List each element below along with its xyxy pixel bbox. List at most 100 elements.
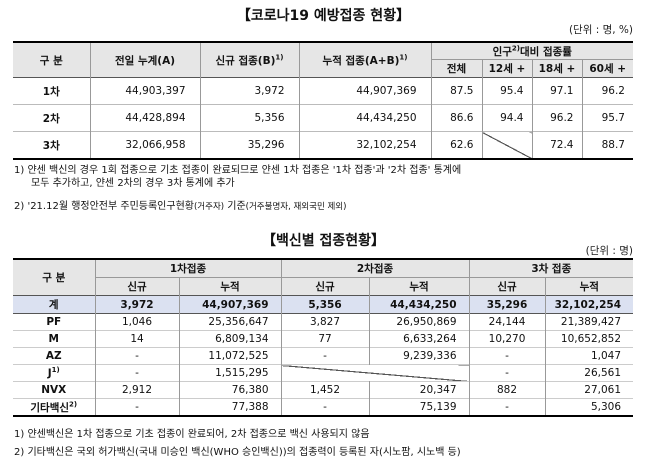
cell-d2-cum: 44,434,250 [368, 295, 470, 314]
cell-d1-cum: 76,380 [178, 381, 282, 399]
header-new: 신규 [468, 277, 546, 296]
cell-d1-cum: 25,356,647 [178, 313, 282, 331]
cell-d2-cum: 6,633,264 [368, 330, 470, 348]
header-dose2: 2차접종 [280, 259, 470, 278]
cell-d1-cum: 44,907,369 [178, 295, 282, 314]
cell-d2-new: - [280, 347, 370, 365]
cell-a12: 95.4 [481, 77, 532, 105]
table-row: AZ - 11,072,525 - 9,239,336 - 1,047 [13, 347, 634, 365]
header-age60: 60세 + [581, 59, 633, 78]
cell-d1-cum: 77,388 [178, 398, 282, 416]
section2-note-2: 2) 기타백신은 국외 허가백신(국내 미승인 백신(WHO 승인백신))의 접… [14, 447, 461, 458]
cell-d1-new: 2,912 [94, 381, 179, 399]
section1-unit: (단위 : 명, %) [568, 24, 633, 36]
cell-total: 87.5 [430, 77, 482, 105]
cell-prev: 44,903,397 [89, 77, 200, 105]
cell-d1-cum: 1,515,295 [178, 364, 282, 382]
table-row: 3차 32,066,958 35,296 32,102,254 62.6 72.… [13, 131, 633, 159]
section1-note-2: 2) '21.12월 행정안전부 주민등록인구현황(거주자) 기준(거주불명자,… [14, 201, 347, 212]
header-category: 구 분 [13, 259, 95, 296]
row-label: 3차 [42, 139, 60, 152]
section2-title: 【백신별 접종현황】 [261, 233, 386, 249]
cell-prev: 44,428,894 [89, 104, 200, 132]
cell-new: 35,296 [199, 131, 299, 159]
cell-a12: 94.4 [481, 104, 532, 132]
table-row: 기타백신2) - 77,388 - 75,139 - 5,306 [13, 398, 634, 416]
cell-d3-new: 882 [468, 381, 546, 399]
row-label: 계 [13, 295, 95, 314]
cell-a18: 97.1 [531, 77, 582, 105]
cell-total: 62.6 [430, 131, 482, 159]
header-dose3: 3차 접종 [468, 259, 634, 278]
row-label: NVX [41, 384, 67, 396]
header-cum: 누적 [178, 277, 282, 296]
table-row: 2차 44,428,894 5,356 44,434,250 86.6 94.4… [13, 104, 633, 132]
cell-d2-new: - [280, 398, 370, 416]
table-row: NVX 2,912 76,380 1,452 20,347 882 27,061 [13, 381, 634, 399]
cell-cum: 32,102,254 [298, 131, 431, 159]
cell-d1-cum: 11,072,525 [178, 347, 282, 365]
cell-a60: 95.7 [581, 104, 633, 132]
cell-d3-cum: 21,389,427 [544, 313, 634, 331]
header-new: 신규 [280, 277, 370, 296]
cell-d2-cum: 26,950,869 [368, 313, 470, 331]
cell-d3-cum: 32,102,254 [544, 295, 634, 314]
cell-d2-cum: 9,239,336 [368, 347, 470, 365]
header-new: 신규 접종(B)1) [199, 42, 299, 78]
row-label: J1) [47, 366, 60, 380]
section1-note-1: 1) 얀센 백신의 경우 1회 접종으로 기초 접종이 완료되므로 얀센 1차 … [14, 165, 462, 189]
row-label: AZ [45, 350, 62, 362]
vaccine-type-table: 구 분 1차접종 2차접종 3차 접종 신규 누적 신규 누적 신규 누적 계 … [13, 258, 634, 417]
table-row: J1) - 1,515,295 - 26,561 [13, 364, 634, 382]
cell-d3-new: 35,296 [468, 295, 546, 314]
header-cum: 누적 접종(A+B)1) [298, 42, 431, 78]
cell-cum: 44,434,250 [298, 104, 431, 132]
cell-d3-cum: 5,306 [544, 398, 634, 416]
cell-total: 86.6 [430, 104, 482, 132]
cell-d2-new: 5,356 [280, 295, 370, 314]
total-row: 계 3,972 44,907,369 5,356 44,434,250 35,2… [13, 295, 634, 314]
header-prev-cum: 전일 누계(A) [89, 42, 200, 78]
cell-d3-cum: 1,047 [544, 347, 634, 365]
header-category: 구 분 [13, 42, 90, 78]
row-label: M [48, 333, 59, 345]
cell-d2-empty-diagonal [280, 364, 470, 382]
cell-d2-new: 1,452 [280, 381, 370, 399]
vaccination-status-table: 구 분 전일 누계(A) 신규 접종(B)1) 누적 접종(A+B)1) 인구2… [13, 41, 633, 160]
cell-d1-new: - [94, 347, 179, 365]
cell-a12-empty-diagonal [481, 131, 532, 159]
cell-new: 5,356 [199, 104, 299, 132]
row-label: 1차 [42, 85, 60, 98]
section2-note-1: 1) 얀센백신은 1차 접종으로 기초 접종이 완료되어, 2차 접종으로 백신… [14, 429, 370, 440]
cell-d1-new: - [94, 364, 179, 382]
table-row: M 14 6,809,134 77 6,633,264 10,270 10,65… [13, 330, 634, 348]
cell-a18: 96.2 [531, 104, 582, 132]
cell-d1-cum: 6,809,134 [178, 330, 282, 348]
cell-d1-new: 14 [94, 330, 179, 348]
cell-d2-new: 3,827 [280, 313, 370, 331]
header-new: 신규 [94, 277, 179, 296]
cell-d2-cum: 75,139 [368, 398, 470, 416]
header-ratio-group: 인구2)대비 접종률 [430, 42, 633, 60]
header-age12: 12세 + [481, 59, 532, 78]
header-cum: 누적 [368, 277, 470, 296]
cell-d3-cum: 27,061 [544, 381, 634, 399]
cell-new: 3,972 [199, 77, 299, 105]
table-row: PF 1,046 25,356,647 3,827 26,950,869 24,… [13, 313, 634, 331]
header-age18: 18세 + [531, 59, 582, 78]
cell-d3-new: 24,144 [468, 313, 546, 331]
cell-d3-new: 10,270 [468, 330, 546, 348]
cell-d3-cum: 10,652,852 [544, 330, 634, 348]
header-total: 전체 [430, 59, 482, 78]
cell-d2-cum: 20,347 [368, 381, 470, 399]
cell-a60: 96.2 [581, 77, 633, 105]
cell-d2-new: 77 [280, 330, 370, 348]
row-label: 2차 [42, 112, 60, 125]
row-label: PF [46, 316, 62, 328]
cell-d3-new: - [468, 347, 546, 365]
cell-d1-new: 3,972 [94, 295, 179, 314]
header-cum: 누적 [544, 277, 634, 296]
cell-a18: 72.4 [531, 131, 582, 159]
cell-d3-new: - [468, 398, 546, 416]
table-row: 1차 44,903,397 3,972 44,907,369 87.5 95.4… [13, 77, 633, 105]
